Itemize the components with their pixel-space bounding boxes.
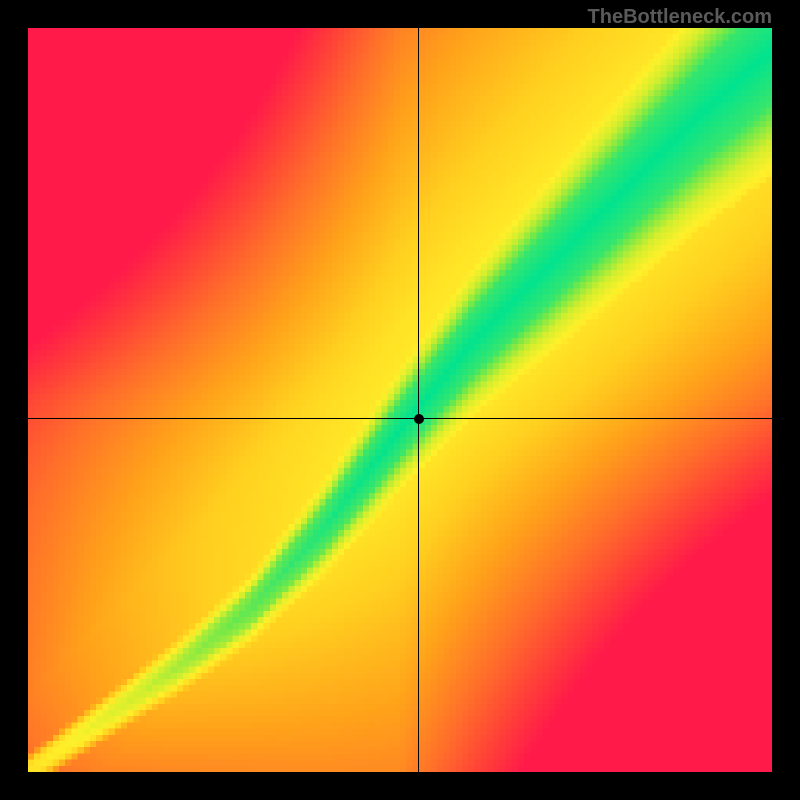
crosshair-horizontal [28, 418, 772, 419]
crosshair-vertical [418, 28, 419, 772]
plot-area [28, 28, 772, 772]
chart-container: TheBottleneck.com [0, 0, 800, 800]
bottleneck-heatmap [28, 28, 772, 772]
watermark-text: TheBottleneck.com [588, 6, 772, 29]
crosshair-marker [414, 414, 424, 424]
